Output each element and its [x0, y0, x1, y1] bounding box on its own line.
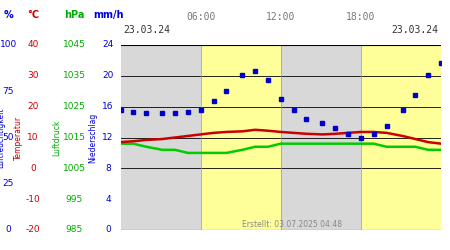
Bar: [361, 45, 441, 230]
Text: 985: 985: [66, 226, 83, 234]
Text: 25: 25: [2, 179, 14, 188]
Text: 100: 100: [0, 40, 17, 50]
Text: 23.03.24: 23.03.24: [123, 25, 170, 35]
Text: 4: 4: [105, 195, 111, 204]
Text: 06:00: 06:00: [186, 12, 216, 22]
Text: 75: 75: [2, 87, 14, 96]
Text: 20: 20: [27, 102, 39, 111]
Text: Luftfeuchtigkeit: Luftfeuchtigkeit: [0, 107, 5, 168]
Text: 30: 30: [27, 71, 39, 80]
Text: -20: -20: [26, 226, 40, 234]
Text: 1045: 1045: [63, 40, 86, 50]
Text: 8: 8: [105, 164, 111, 173]
Text: Temperatur: Temperatur: [14, 116, 23, 160]
Text: 12: 12: [102, 133, 114, 142]
Text: 40: 40: [27, 40, 39, 50]
Text: Niederschlag: Niederschlag: [89, 112, 98, 162]
Text: Erstellt: 03.07.2025 04:48: Erstellt: 03.07.2025 04:48: [243, 220, 342, 229]
Text: 1015: 1015: [63, 133, 86, 142]
Text: -10: -10: [26, 195, 40, 204]
Text: 0: 0: [105, 226, 111, 234]
Text: 10: 10: [27, 133, 39, 142]
Text: hPa: hPa: [64, 10, 85, 20]
Bar: [201, 45, 281, 230]
Text: 12:00: 12:00: [266, 12, 296, 22]
Text: 50: 50: [2, 133, 14, 142]
Text: Luftdruck: Luftdruck: [52, 119, 61, 156]
Text: 23.03.24: 23.03.24: [392, 25, 439, 35]
Text: mm/h: mm/h: [93, 10, 123, 20]
Text: 20: 20: [102, 71, 114, 80]
Bar: [281, 45, 361, 230]
Text: °C: °C: [27, 10, 39, 20]
Text: 18:00: 18:00: [346, 12, 376, 22]
Text: 995: 995: [66, 195, 83, 204]
Text: 1025: 1025: [63, 102, 86, 111]
Text: 0: 0: [30, 164, 36, 173]
Text: 1035: 1035: [63, 71, 86, 80]
Text: %: %: [3, 10, 13, 20]
Text: 24: 24: [103, 40, 113, 50]
Text: 16: 16: [102, 102, 114, 111]
Text: 0: 0: [5, 226, 11, 234]
Text: 1005: 1005: [63, 164, 86, 173]
Bar: [121, 45, 201, 230]
